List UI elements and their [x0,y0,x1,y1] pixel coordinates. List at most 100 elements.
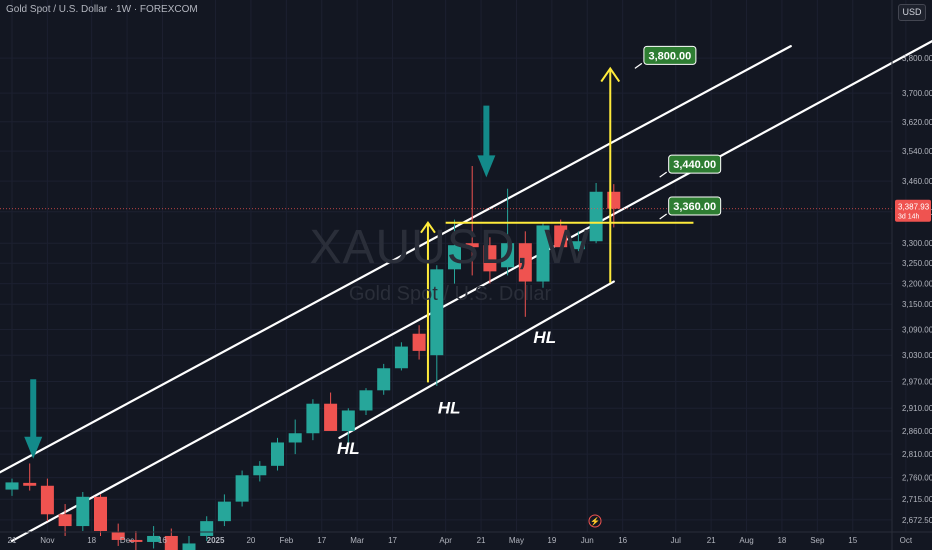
event-marker-icon: ⚡ [588,514,602,528]
candle [377,363,391,395]
event-marker-ring [588,514,602,528]
down-arrow-icon [24,379,43,459]
candle-body [23,482,37,486]
candle [58,504,72,536]
candle-body [359,390,373,411]
price-axis[interactable]: 3,800.00 3,700.00 3,620.00 3,540.00 3,460.00… [891,0,932,550]
label-connector [634,62,643,69]
drawings-layer: 3,800.00 3,440.00 3,360.00 HL HL HL [0,45,892,459]
candle-body [536,225,550,282]
candle [94,494,107,536]
time-tick-label: Apr [439,536,452,545]
down-arrow-shape [24,379,43,459]
price-tick-label: 3,620.00 [902,118,932,127]
price-tick-label: 2,760.00 [902,474,932,483]
candle-body [377,368,391,391]
candle [147,526,161,549]
candle-body [147,535,161,542]
candle [589,183,603,244]
candle [394,342,408,371]
time-tick-label: 21 [8,536,17,545]
label-box [668,196,722,216]
candle [324,392,338,431]
candle [465,166,479,276]
price-tick-label: 3,090.00 [902,325,932,334]
label-connector [659,171,668,178]
price-tick-label: 3,030.00 [902,351,932,360]
price-tick-label: 3,700.00 [902,89,932,98]
price-target-label: 3,800.00 [634,45,697,69]
candle [129,531,143,550]
time-tick-label: Oct [900,536,913,545]
channel-lines [0,39,932,543]
current-price-countdown: 3d 14h [898,214,920,221]
candle-body [589,191,603,242]
candles-layer [5,166,621,550]
chart-grid [0,0,907,532]
time-tick-label: 17 [317,536,326,545]
time-tick-label: 21 [707,536,716,545]
candle [412,325,426,360]
candle [571,231,585,252]
channel-middle-line [10,39,932,543]
candle-body [394,346,408,369]
price-tick-label: 3,540.00 [902,147,932,156]
time-tick-label: Jun [581,536,594,545]
candle [518,231,532,317]
time-tick-label: 16 [618,536,627,545]
time-tick-label: 19 [547,536,556,545]
candle-body [430,269,444,356]
symbol-title[interactable]: Gold Spot / U.S. Dollar · 1W · FOREXCOM [6,4,198,15]
candle-body [465,243,479,248]
time-tick-label: Jul [671,536,681,545]
candle-body [554,225,568,248]
price-target-label: 3,440.00 [659,154,722,178]
candle [341,408,355,445]
candle-body [111,532,125,540]
price-tick-label: 3,800.00 [902,54,932,63]
label-connector [659,213,668,220]
price-tick-label: 2,860.00 [902,427,932,436]
label-box [643,45,697,65]
candle [164,528,178,550]
candle [536,223,550,288]
candle [182,535,196,550]
time-tick-label: May [509,536,524,545]
candle-body [571,241,585,250]
candle-body [412,333,426,351]
time-tick-label: Dec [120,536,134,545]
price-tick-label: 3,150.00 [902,300,932,309]
candle-body [94,496,107,532]
candle [76,491,90,532]
hl-label: HL [337,439,360,458]
price-tick-label: 2,910.00 [902,404,932,413]
time-axis[interactable]: 21 Nov 18 Dec 16 2025 20 Feb 17 Mar 17 Apr 21 May 19 Ju… [0,514,932,545]
label-text: 3,440.00 [673,159,716,171]
channel-lower-line [338,280,615,439]
candle-body [271,442,284,466]
currency-button[interactable]: USD [898,4,926,21]
candle-body [58,514,72,527]
candle-body [288,433,302,443]
candle-body [341,410,355,431]
lightning-icon: ⚡ [590,516,600,526]
price-target-label: 3,360.00 [659,196,722,220]
price-tick-label: 2,715.00 [902,495,932,504]
candle [235,470,249,507]
time-tick-label: 21 [477,536,486,545]
candle-body [253,465,267,476]
candle [483,237,497,284]
candle-body [76,496,90,527]
time-tick-label: 16 [158,536,167,545]
down-arrow-shape [477,105,496,178]
candle-body [607,191,621,209]
candle [554,219,568,256]
hl-label: HL [438,399,461,418]
pole-arrow-head [420,220,436,234]
candle [288,419,302,455]
time-tick-label: 2025 [207,536,225,545]
candle-body [324,403,338,431]
candle [5,478,19,496]
candle [448,219,461,284]
